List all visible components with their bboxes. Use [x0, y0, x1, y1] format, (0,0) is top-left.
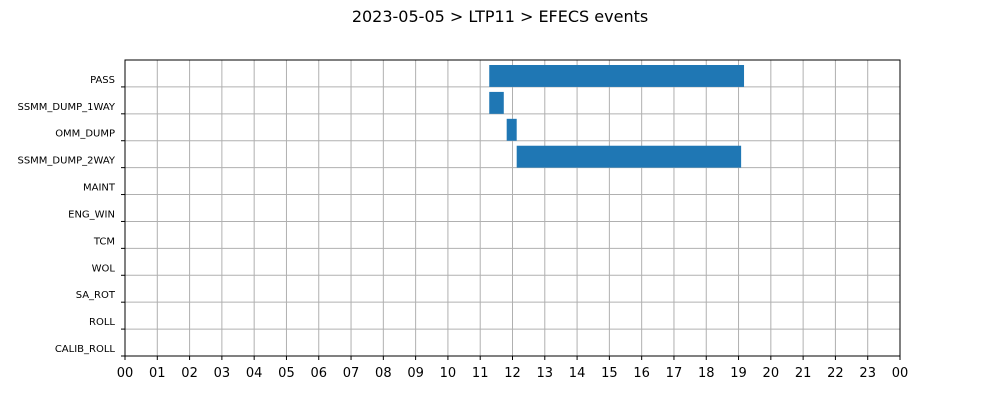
bar-pass — [489, 65, 745, 87]
y-tick-label: SSMM_DUMP_2WAY — [17, 156, 115, 167]
x-tick-label: 04 — [246, 366, 263, 381]
x-tick-label: 14 — [569, 366, 586, 381]
x-tick-label: 11 — [472, 366, 489, 381]
y-tick-label: PASS — [90, 75, 115, 86]
x-tick-label: 09 — [407, 366, 424, 381]
y-tick-label: SA_ROT — [76, 290, 116, 301]
bar-ssmm-dump-2way — [516, 145, 742, 168]
x-tick-label: 02 — [181, 366, 198, 381]
bar-ssmm-dump-1way — [489, 91, 504, 114]
x-tick-label: 20 — [763, 366, 780, 381]
y-tick-label: ROLL — [89, 317, 115, 328]
x-tick-label: 00 — [117, 366, 134, 381]
x-tick-label: 06 — [310, 366, 327, 381]
y-tick-label: OMM_DUMP — [55, 129, 115, 140]
x-tick-label: 07 — [343, 366, 360, 381]
x-tick-label: 08 — [375, 366, 392, 381]
grid-layer — [124, 60, 901, 357]
y-tick-label: SSMM_DUMP_1WAY — [17, 102, 115, 113]
x-tick-label: 23 — [859, 366, 876, 381]
y-tick-label: MAINT — [83, 183, 116, 194]
bar-layer — [489, 65, 745, 168]
y-tick-label: TCM — [93, 236, 115, 247]
x-tick-label: 21 — [795, 366, 812, 381]
x-tick-label: 13 — [537, 366, 554, 381]
chart-title: 2023-05-05 > LTP11 > EFECS events — [352, 7, 648, 26]
bar-omm-dump — [506, 118, 517, 141]
x-tick-label: 03 — [214, 366, 231, 381]
x-tick-label: 05 — [278, 366, 295, 381]
x-tick-label: 17 — [666, 366, 683, 381]
x-tick-label: 01 — [149, 366, 166, 381]
y-tick-label: CALIB_ROLL — [55, 344, 116, 355]
x-tick-label: 12 — [504, 366, 521, 381]
y-tick-label: WOL — [92, 263, 116, 274]
x-tick-label: 10 — [440, 366, 457, 381]
x-tick-label: 00 — [892, 366, 909, 381]
x-tick-label: 22 — [827, 366, 844, 381]
x-tick-label: 16 — [633, 366, 650, 381]
x-tick-label: 19 — [730, 366, 747, 381]
tick-layer: 00 01 02 03 04 05 06 07 08 09 10 11 12 13 14 15 16 17 18 19… — [17, 75, 908, 381]
y-tick-label: ENG_WIN — [68, 209, 115, 220]
x-tick-label: 18 — [698, 366, 715, 381]
x-tick-label: 15 — [601, 366, 618, 381]
